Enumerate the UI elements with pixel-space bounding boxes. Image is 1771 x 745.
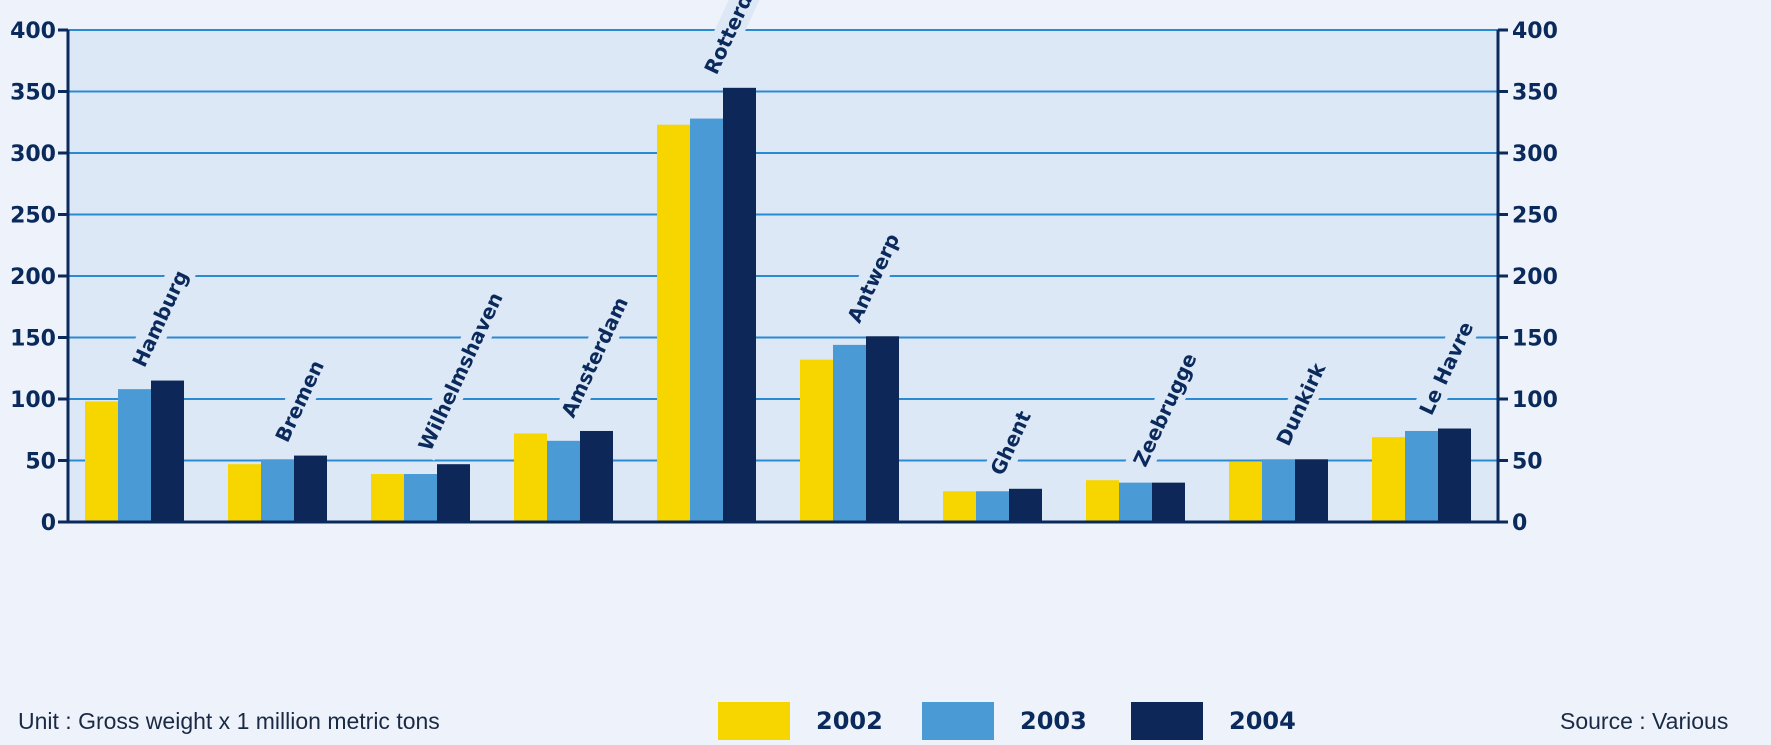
bar-rotterdam-2003 bbox=[690, 118, 723, 522]
category-label-bg bbox=[1409, 311, 1483, 425]
bar-bremen-2004 bbox=[294, 455, 327, 522]
category-label-bg bbox=[837, 223, 909, 333]
legend-swatch-2004 bbox=[1131, 702, 1203, 740]
bar-bremen-2003 bbox=[261, 459, 294, 522]
y-tick-label-right-0: 0 bbox=[1512, 511, 1527, 536]
category-label-bg bbox=[1266, 352, 1336, 456]
y-tick-label-left-50: 50 bbox=[25, 450, 56, 475]
category-label-bg bbox=[408, 282, 512, 461]
source-note: Source : Various bbox=[1560, 708, 1729, 734]
unit-note: Unit : Gross weight x 1 million metric t… bbox=[18, 708, 440, 734]
y-tick-label-right-50: 50 bbox=[1512, 450, 1543, 475]
legend-item-2003: 2003 bbox=[922, 702, 1087, 740]
legend-label-2002: 2002 bbox=[816, 707, 883, 735]
bar-amsterdam-2003 bbox=[547, 440, 580, 522]
y-tick-label-left-300: 300 bbox=[10, 142, 56, 167]
y-tick-label-left-150: 150 bbox=[10, 327, 56, 352]
bar-hamburg-2004 bbox=[151, 380, 184, 522]
bar-hamburg-2002 bbox=[85, 401, 118, 522]
legend-label-2004: 2004 bbox=[1229, 707, 1296, 735]
y-tick-label-left-100: 100 bbox=[10, 388, 56, 413]
legend-item-2004: 2004 bbox=[1131, 702, 1296, 740]
y-tick-label-right-300: 300 bbox=[1512, 142, 1558, 167]
legend-item-2002: 2002 bbox=[718, 702, 883, 740]
bar-ghent-2002 bbox=[943, 491, 976, 522]
category-label-bg bbox=[122, 260, 198, 377]
bar-chart: 0 0 50 50 100 100 150 150 200 200 250 250 300 300 350 3… bbox=[10, 0, 1558, 536]
bar-dunkirk-2002 bbox=[1229, 461, 1262, 522]
category-label-bg bbox=[551, 286, 638, 428]
y-tick-label-right-250: 250 bbox=[1512, 204, 1558, 229]
bar-zeebrugge-2003 bbox=[1119, 482, 1152, 522]
y-tick-label-right-200: 200 bbox=[1512, 265, 1558, 290]
legend-swatch-2003 bbox=[922, 702, 994, 740]
bar-ghent-2003 bbox=[976, 491, 1009, 522]
tick-labels: 0 0 50 50 100 100 150 150 200 200 250 250 300 300 350 3… bbox=[10, 19, 1558, 536]
bar-hamburg-2003 bbox=[118, 389, 151, 522]
bar-le-havre-2002 bbox=[1372, 437, 1405, 522]
bar-ghent-2004 bbox=[1009, 488, 1042, 522]
bar-rotterdam-2002 bbox=[657, 124, 690, 523]
category-label-bg bbox=[265, 350, 334, 452]
bar-antwerp-2004 bbox=[866, 336, 899, 522]
y-tick-label-right-350: 350 bbox=[1512, 81, 1558, 106]
bar-bremen-2002 bbox=[228, 464, 261, 522]
bar-antwerp-2002 bbox=[800, 359, 833, 522]
bar-wilhelmshaven-2002 bbox=[371, 474, 404, 522]
legend-label-2003: 2003 bbox=[1020, 707, 1087, 735]
y-tick-label-left-200: 200 bbox=[10, 265, 56, 290]
y-tick-label-left-250: 250 bbox=[10, 204, 56, 229]
y-tick-label-right-400: 400 bbox=[1512, 19, 1558, 44]
bar-le-havre-2003 bbox=[1405, 430, 1438, 522]
bar-dunkirk-2004 bbox=[1295, 459, 1328, 522]
bar-le-havre-2004 bbox=[1438, 428, 1471, 522]
bar-zeebrugge-2002 bbox=[1086, 480, 1119, 522]
category-label-bg bbox=[980, 400, 1041, 486]
bar-antwerp-2003 bbox=[833, 344, 866, 522]
bars bbox=[85, 87, 1471, 523]
bar-zeebrugge-2004 bbox=[1152, 482, 1185, 522]
category-label-bg bbox=[1123, 343, 1207, 477]
y-tick-label-right-150: 150 bbox=[1512, 327, 1558, 352]
bar-rotterdam-2004 bbox=[723, 87, 756, 522]
axes bbox=[58, 28, 1508, 524]
bar-amsterdam-2004 bbox=[580, 430, 613, 522]
bar-wilhelmshaven-2003 bbox=[404, 474, 437, 522]
bar-dunkirk-2003 bbox=[1262, 459, 1295, 522]
bar-wilhelmshaven-2004 bbox=[437, 464, 470, 522]
y-tick-label-left-350: 350 bbox=[10, 81, 56, 106]
y-tick-label-right-100: 100 bbox=[1512, 388, 1558, 413]
legend-swatch-2002 bbox=[718, 702, 790, 740]
category-label-bg bbox=[694, 0, 777, 85]
bar-amsterdam-2002 bbox=[514, 433, 547, 522]
y-tick-label-left-0: 0 bbox=[41, 511, 56, 536]
y-tick-label-left-400: 400 bbox=[10, 19, 56, 44]
